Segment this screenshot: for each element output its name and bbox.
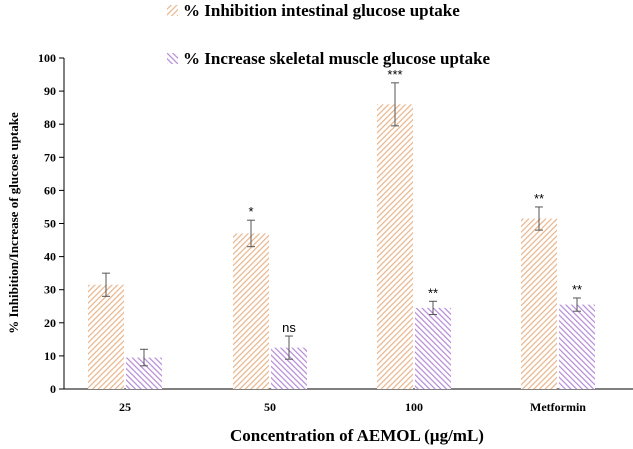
x-axis-ticks: 25 50 100 Metformin (119, 400, 586, 414)
significance-label: ** (572, 282, 582, 297)
bar-inhibition (521, 218, 557, 389)
x-tick-label: 25 (119, 400, 131, 414)
y-tick-label: 40 (44, 250, 56, 264)
y-axis-title: % Inhibition/Increase of glucose uptake (6, 112, 21, 334)
y-tick-label: 30 (44, 283, 56, 297)
significance-label: ** (534, 191, 544, 206)
y-tick-label: 80 (44, 117, 56, 131)
x-tick-label: 100 (405, 400, 423, 414)
y-tick-label: 100 (38, 51, 56, 65)
significance-label: * (248, 204, 253, 219)
bar-inhibition (377, 104, 413, 389)
x-tick-label: Metformin (530, 400, 586, 414)
legend-label-increase: % Increase skeletal muscle glucose uptak… (183, 49, 491, 68)
bar-inhibition (88, 284, 124, 389)
significance-label: ** (428, 285, 438, 300)
legend-label-inhibition: % Inhibition intestinal glucose uptake (183, 1, 460, 20)
y-tick-label: 70 (44, 150, 56, 164)
legend: % Inhibition intestinal glucose uptake %… (167, 1, 491, 68)
bar-increase (415, 307, 451, 389)
y-tick-label: 0 (50, 382, 56, 396)
legend-swatch-increase (167, 53, 178, 64)
significance-label: *** (387, 67, 402, 82)
x-tick-label: 50 (264, 400, 276, 414)
y-axis-ticks: 0 10 20 30 40 50 60 70 80 90 100 (38, 51, 64, 396)
y-tick-label: 10 (44, 349, 56, 363)
y-tick-label: 90 (44, 84, 56, 98)
bar-increase (559, 304, 595, 389)
y-tick-label: 50 (44, 217, 56, 231)
x-axis-title: Concentration of AEMOL (µg/mL) (230, 426, 484, 445)
y-tick-label: 20 (44, 316, 56, 330)
y-tick-label: 60 (44, 183, 56, 197)
legend-swatch-inhibition (167, 5, 178, 16)
bars: ******ns** ** (88, 67, 595, 389)
bar-inhibition (233, 233, 269, 389)
significance-label: ns (282, 320, 296, 335)
